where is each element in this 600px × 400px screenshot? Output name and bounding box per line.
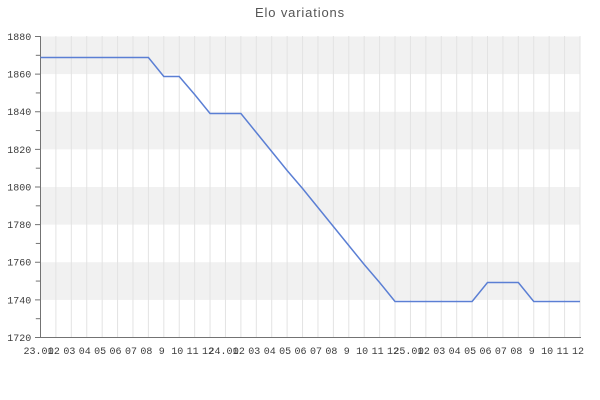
svg-text:05: 05 bbox=[94, 347, 106, 358]
svg-text:12: 12 bbox=[202, 347, 214, 358]
svg-text:12: 12 bbox=[572, 347, 584, 358]
svg-text:25.01: 25.01 bbox=[393, 347, 423, 358]
svg-text:1760: 1760 bbox=[7, 259, 31, 270]
svg-text:11: 11 bbox=[372, 347, 384, 358]
svg-text:06: 06 bbox=[480, 347, 492, 358]
svg-text:10: 10 bbox=[171, 347, 183, 358]
svg-text:9: 9 bbox=[529, 347, 535, 358]
svg-text:03: 03 bbox=[248, 347, 260, 358]
svg-text:11: 11 bbox=[557, 347, 569, 358]
svg-text:9: 9 bbox=[344, 347, 350, 358]
svg-text:07: 07 bbox=[495, 347, 507, 358]
svg-text:08: 08 bbox=[510, 347, 522, 358]
svg-text:10: 10 bbox=[356, 347, 368, 358]
svg-text:1880: 1880 bbox=[7, 33, 31, 44]
svg-text:1800: 1800 bbox=[7, 183, 31, 194]
svg-text:1780: 1780 bbox=[7, 221, 31, 232]
svg-text:11: 11 bbox=[187, 347, 199, 358]
svg-text:24.01: 24.01 bbox=[208, 347, 238, 358]
svg-text:08: 08 bbox=[140, 347, 152, 358]
svg-text:23.01: 23.01 bbox=[23, 347, 53, 358]
svg-text:08: 08 bbox=[325, 347, 337, 358]
svg-text:1720: 1720 bbox=[7, 334, 31, 345]
svg-text:03: 03 bbox=[63, 347, 75, 358]
svg-text:05: 05 bbox=[279, 347, 291, 358]
svg-text:04: 04 bbox=[79, 347, 91, 358]
svg-text:02: 02 bbox=[418, 347, 430, 358]
svg-text:1820: 1820 bbox=[7, 146, 31, 157]
svg-text:05: 05 bbox=[464, 347, 476, 358]
svg-text:06: 06 bbox=[110, 347, 122, 358]
svg-text:07: 07 bbox=[310, 347, 322, 358]
svg-text:1840: 1840 bbox=[7, 108, 31, 119]
svg-text:04: 04 bbox=[264, 347, 276, 358]
svg-text:1740: 1740 bbox=[7, 296, 31, 307]
svg-text:9: 9 bbox=[159, 347, 165, 358]
svg-text:06: 06 bbox=[295, 347, 307, 358]
svg-text:1860: 1860 bbox=[7, 71, 31, 82]
svg-text:10: 10 bbox=[541, 347, 553, 358]
svg-text:07: 07 bbox=[125, 347, 137, 358]
svg-text:12: 12 bbox=[387, 347, 399, 358]
svg-text:04: 04 bbox=[449, 347, 461, 358]
svg-text:Elo variations: Elo variations bbox=[255, 5, 345, 20]
svg-text:02: 02 bbox=[233, 347, 245, 358]
svg-text:03: 03 bbox=[433, 347, 445, 358]
svg-text:02: 02 bbox=[48, 347, 60, 358]
